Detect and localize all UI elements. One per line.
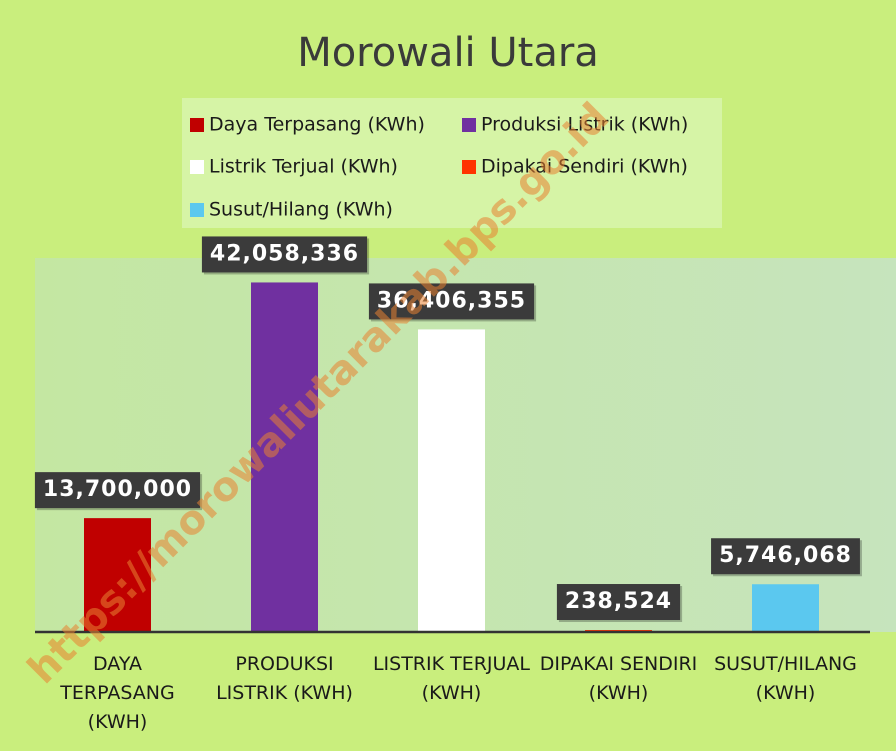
value-label-box — [556, 584, 681, 621]
legend-box — [182, 98, 722, 228]
legend-swatch — [190, 160, 204, 174]
legend-label: Susut/Hilang (KWh) — [209, 199, 393, 221]
value-label-box — [34, 472, 201, 509]
bar — [752, 584, 819, 632]
value-label: 36,406,355 — [377, 288, 526, 313]
legend-label: Daya Terpasang (KWh) — [209, 114, 425, 136]
value-label: 238,524 — [565, 589, 672, 614]
x-tick-label: SUSUT/HILANG (KWH) — [714, 653, 857, 704]
x-tick-label: DIPAKAI SENDIRI (KWH) — [539, 653, 698, 704]
legend-label: Listrik Terjual (KWh) — [209, 156, 398, 178]
x-tick-label: LISTRIK TERJUAL (KWH) — [372, 653, 531, 704]
bar — [84, 518, 151, 632]
legend-swatch — [462, 118, 476, 132]
legend-swatch — [190, 203, 204, 217]
x-tick-label: DAYA TERPASANG (KWH) — [60, 653, 175, 733]
x-tick-label: PRODUKSI LISTRIK (KWH) — [216, 653, 353, 704]
bar — [418, 329, 485, 632]
value-label-box — [711, 538, 860, 575]
legend-label: Dipakai Sendiri (KWh) — [481, 156, 688, 178]
bar — [251, 282, 318, 632]
legend-swatch — [462, 160, 476, 174]
legend-label: Produksi Listrik (KWh) — [481, 114, 688, 136]
value-label: 5,746,068 — [719, 543, 852, 568]
value-label-box — [201, 236, 368, 273]
value-label: 13,700,000 — [43, 477, 192, 502]
chart-title: Morowali Utara — [297, 30, 599, 76]
value-label-box — [368, 283, 535, 320]
value-label: 42,058,336 — [210, 241, 359, 266]
legend-swatch — [190, 118, 204, 132]
